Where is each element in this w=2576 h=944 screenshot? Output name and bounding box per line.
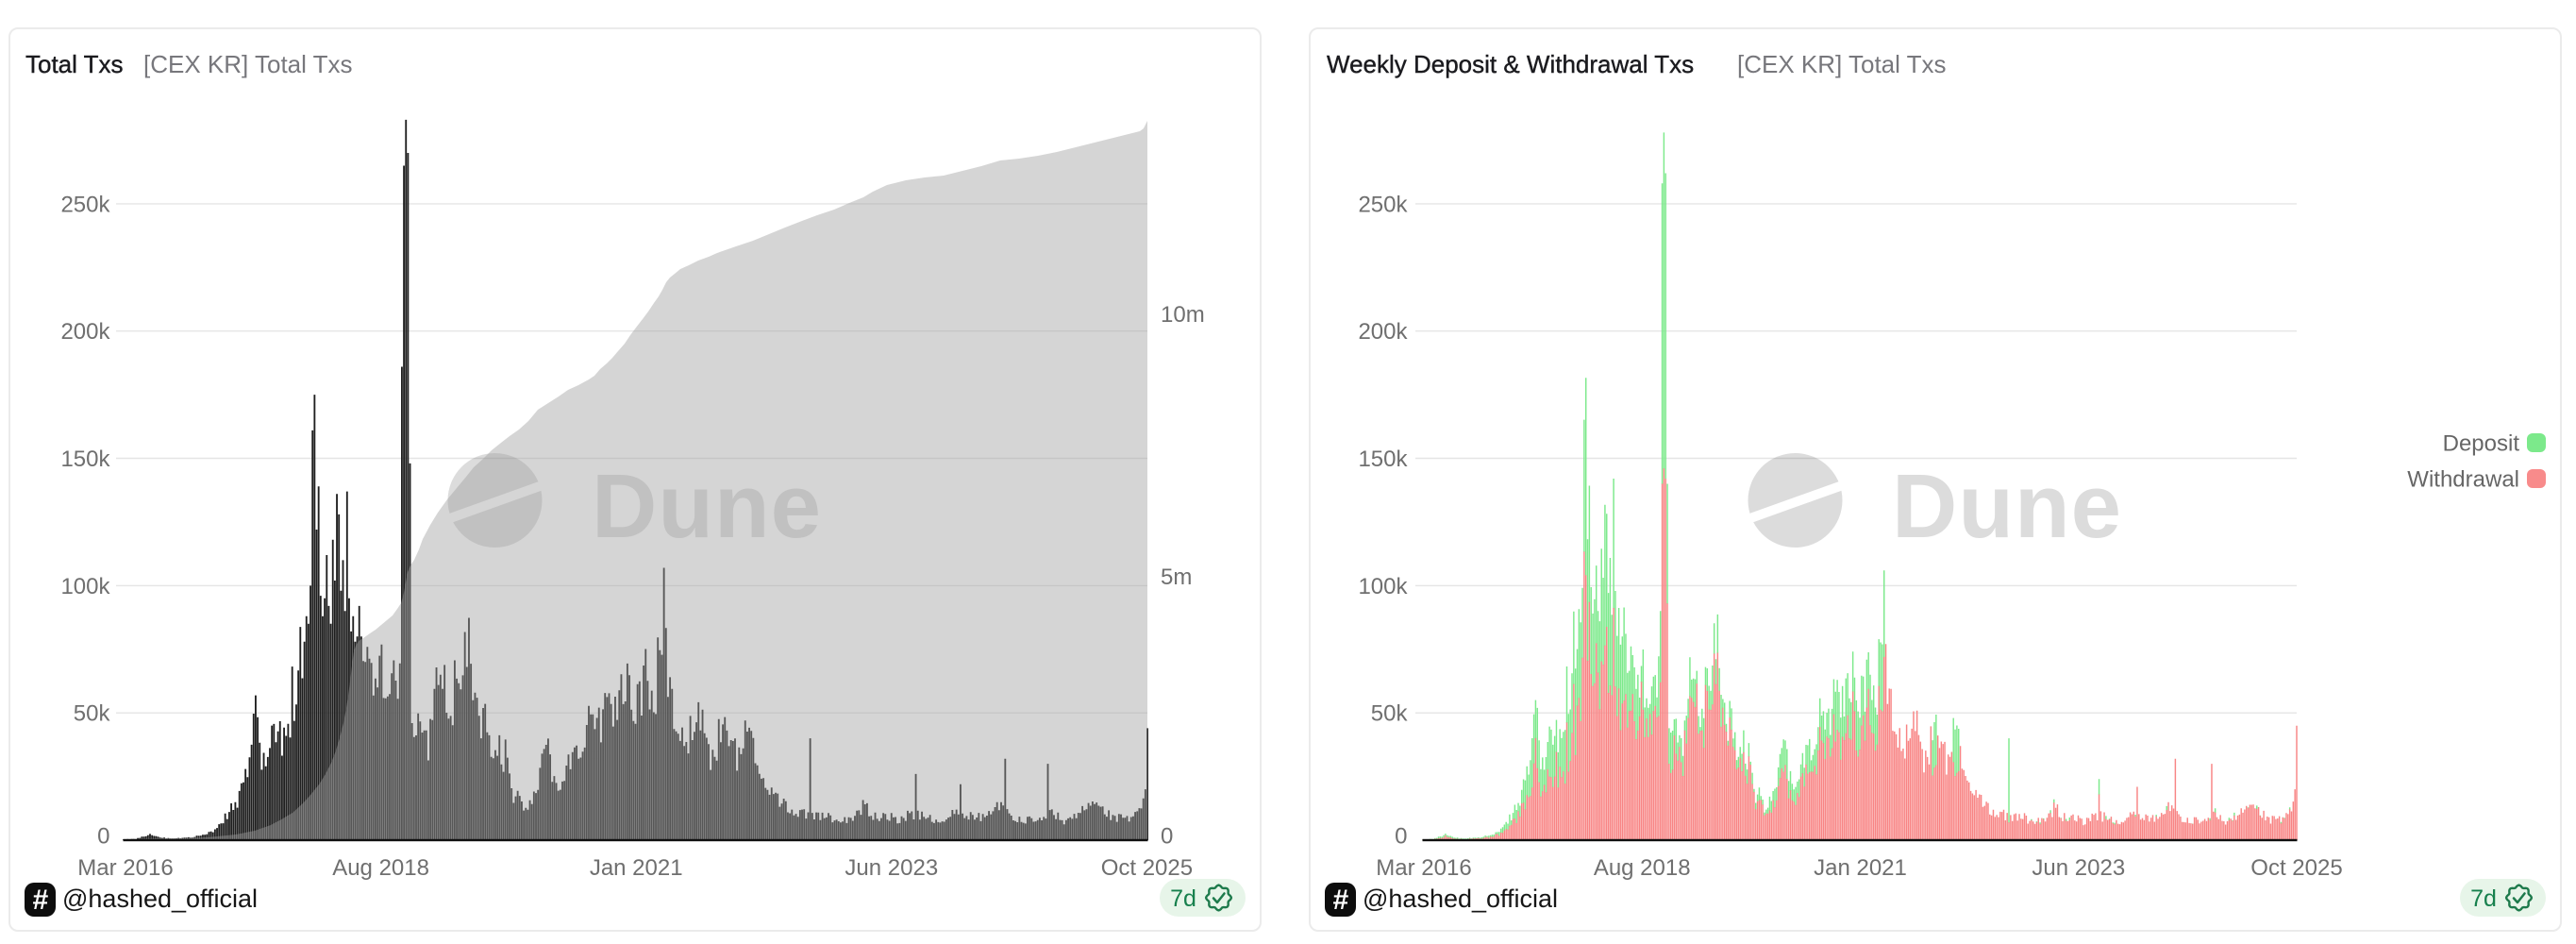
svg-text:7d: 7d: [1170, 885, 1196, 912]
svg-text:Jun 2023: Jun 2023: [845, 855, 938, 881]
svg-text:Mar 2016: Mar 2016: [1376, 855, 1471, 881]
svg-text:50k: 50k: [74, 701, 111, 727]
svg-text:7d: 7d: [2470, 885, 2497, 912]
svg-text:150k: 150k: [60, 447, 110, 472]
svg-text:200k: 200k: [60, 319, 110, 345]
svg-text:Withdrawal: Withdrawal: [2407, 467, 2519, 493]
svg-text:Mar 2016: Mar 2016: [77, 855, 173, 881]
svg-text:150k: 150k: [1358, 447, 1408, 472]
svg-text:Weekly Deposit & Withdrawal Tx: Weekly Deposit & Withdrawal Txs: [1327, 50, 1694, 78]
svg-text:@hashed_official: @hashed_official: [1363, 885, 1558, 913]
svg-text:Oct 2025: Oct 2025: [1101, 855, 1193, 881]
svg-text:Oct 2025: Oct 2025: [2250, 855, 2342, 881]
svg-text:[CEX KR] Total Txs: [CEX KR] Total Txs: [1737, 50, 1947, 78]
svg-text:0: 0: [1161, 824, 1173, 850]
svg-text:Deposit: Deposit: [2443, 431, 2520, 457]
svg-text:50k: 50k: [1371, 701, 1409, 727]
svg-text:Jan 2021: Jan 2021: [590, 855, 683, 881]
svg-text:[CEX KR] Total Txs: [CEX KR] Total Txs: [143, 50, 353, 78]
svg-text:Dune: Dune: [1892, 456, 2122, 557]
svg-text:100k: 100k: [60, 574, 110, 599]
svg-text:#: #: [32, 885, 48, 916]
svg-text:Aug 2018: Aug 2018: [1594, 855, 1691, 881]
svg-text:250k: 250k: [60, 192, 110, 217]
svg-text:5m: 5m: [1161, 565, 1192, 590]
svg-text:10m: 10m: [1161, 302, 1205, 328]
svg-text:Aug 2018: Aug 2018: [332, 855, 429, 881]
svg-text:#: #: [1332, 885, 1348, 916]
svg-text:Jun 2023: Jun 2023: [2032, 855, 2125, 881]
svg-text:Total Txs: Total Txs: [25, 50, 124, 78]
svg-text:0: 0: [97, 824, 109, 850]
svg-text:100k: 100k: [1358, 574, 1408, 599]
svg-text:250k: 250k: [1358, 192, 1408, 217]
svg-text:0: 0: [1395, 824, 1407, 850]
svg-text:Dune: Dune: [592, 456, 822, 557]
svg-text:@hashed_official: @hashed_official: [62, 885, 258, 913]
svg-text:200k: 200k: [1358, 319, 1408, 345]
svg-text:Jan 2021: Jan 2021: [1814, 855, 1907, 881]
